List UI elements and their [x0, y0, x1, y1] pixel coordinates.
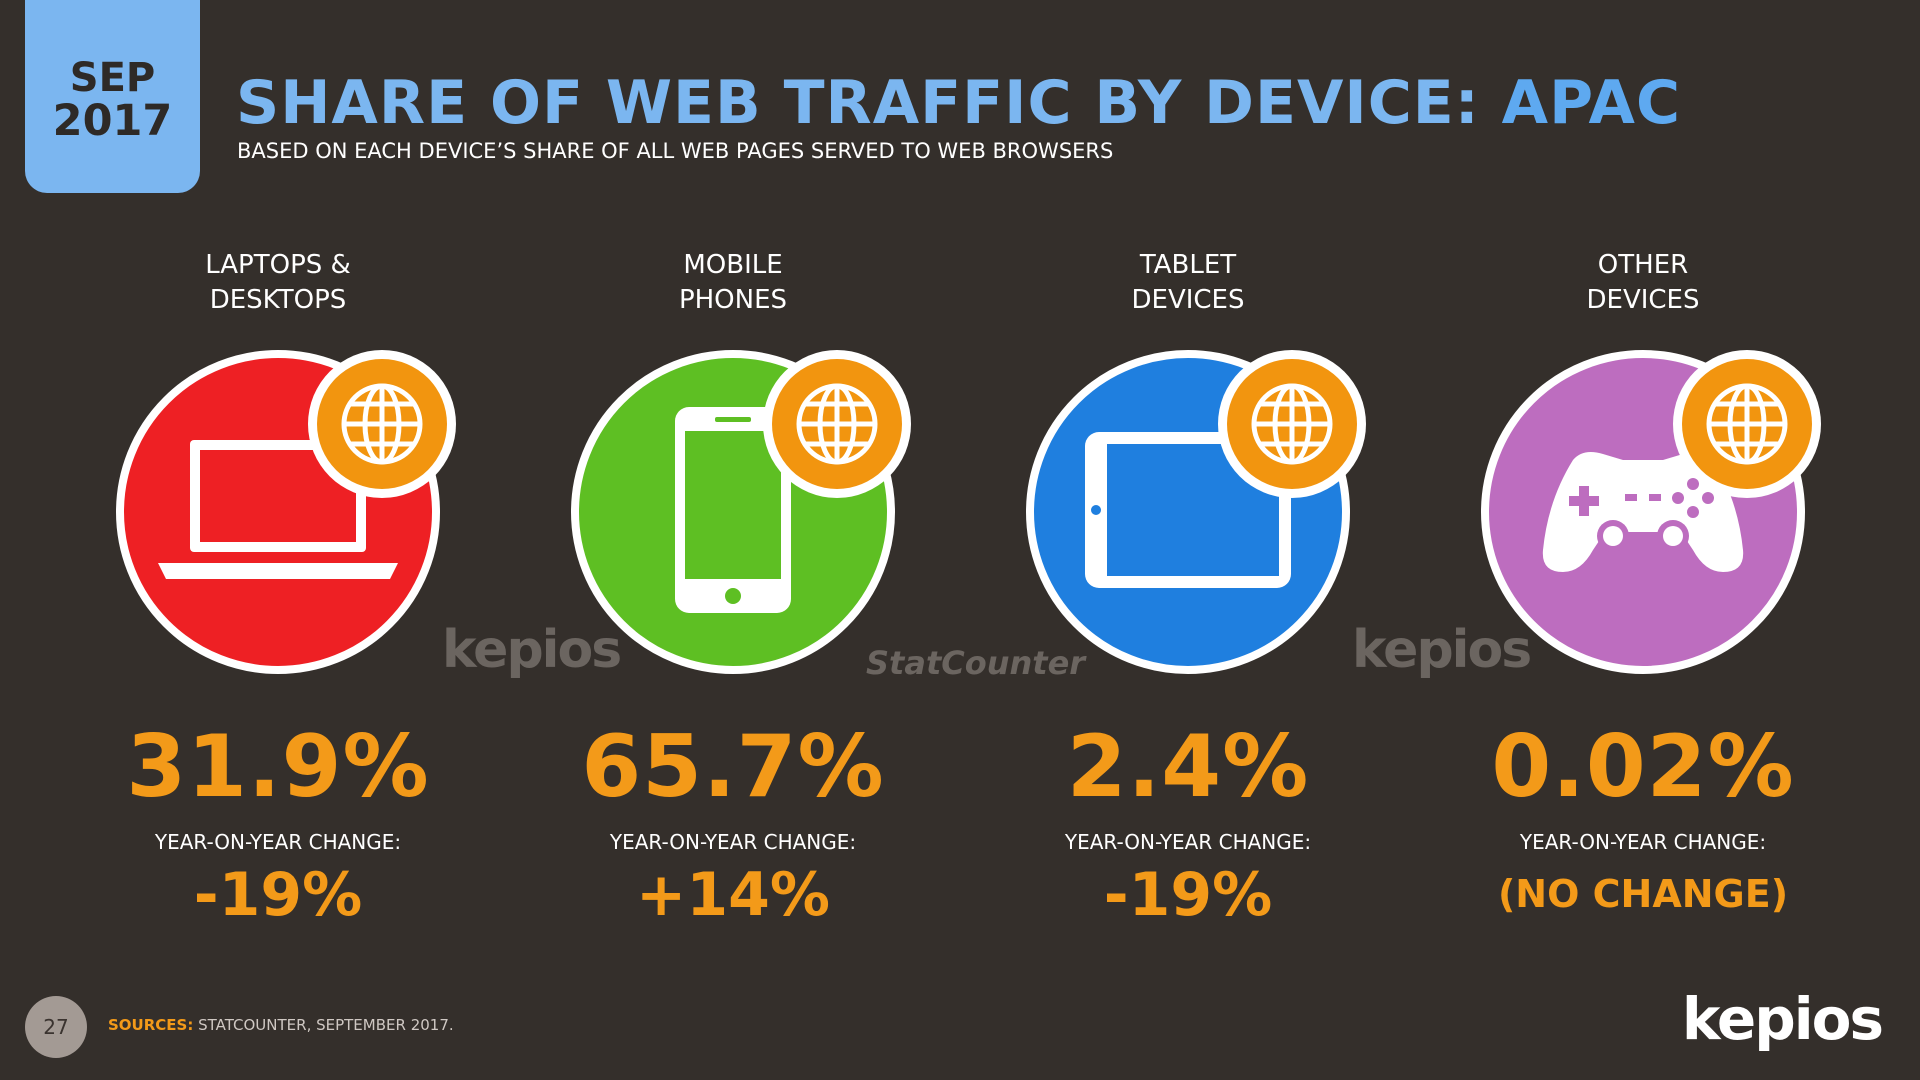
watermark-statcounter: StatCounter — [866, 644, 1086, 682]
watermark-kepios-left: kepios — [442, 620, 622, 680]
yoy-value: (NO CHANGE) — [1497, 872, 1789, 916]
date-year: 2017 — [52, 95, 173, 146]
yoy-label: YEAR-ON-YEAR CHANGE: — [1064, 830, 1312, 854]
globe-icon — [763, 350, 911, 498]
device-label-line2: DESKTOPS — [209, 285, 347, 315]
share-value: 0.02% — [1491, 717, 1795, 817]
date-badge: SEP 2017 — [25, 0, 200, 193]
mobile-phone-icon — [673, 405, 793, 619]
page-title: SHARE OF WEB TRAFFIC BY DEVICE: APAC — [236, 68, 1681, 138]
device-label-line1: TABLET — [1139, 250, 1237, 280]
tablet-icon — [1083, 430, 1293, 594]
device-label-line2: PHONES — [678, 285, 788, 315]
yoy-value: +14% — [636, 860, 830, 930]
share-value: 31.9% — [126, 717, 430, 817]
globe-icon — [1218, 350, 1366, 498]
date-month: SEP — [69, 54, 156, 101]
globe-icon — [1673, 350, 1821, 498]
share-value: 2.4% — [1066, 717, 1310, 817]
brand-logo: kepios — [1681, 985, 1884, 1053]
device-circle — [1481, 350, 1821, 674]
device-circle — [571, 350, 911, 674]
device-label-line1: LAPTOPS & — [205, 250, 351, 280]
yoy-value: -19% — [193, 860, 363, 930]
sources-text: STATCOUNTER, SEPTEMBER 2017. — [198, 1016, 454, 1034]
device-label: OTHER DEVICES — [1433, 248, 1853, 318]
watermark-kepios-right: kepios — [1352, 620, 1532, 680]
device-label-line2: DEVICES — [1131, 285, 1245, 315]
yoy-label: YEAR-ON-YEAR CHANGE: — [1519, 830, 1767, 854]
yoy-label: YEAR-ON-YEAR CHANGE: — [154, 830, 402, 854]
page-subtitle: BASED ON EACH DEVICE’S SHARE OF ALL WEB … — [237, 139, 1114, 163]
page-number: 27 — [25, 996, 87, 1058]
sources-footer: SOURCES: STATCOUNTER, SEPTEMBER 2017. — [108, 1016, 454, 1034]
device-label: MOBILE PHONES — [523, 248, 943, 318]
yoy-value: -19% — [1103, 860, 1273, 930]
device-label-line1: MOBILE — [683, 250, 783, 280]
sources-label: SOURCES: — [108, 1016, 194, 1034]
globe-icon — [308, 350, 456, 498]
device-label: LAPTOPS & DESKTOPS — [68, 248, 488, 318]
game-controller-icon — [1533, 440, 1753, 584]
device-label-line2: DEVICES — [1586, 285, 1700, 315]
device-circle — [116, 350, 456, 674]
title-region: APAC — [1501, 68, 1682, 138]
share-value: 65.7% — [581, 717, 885, 817]
device-label: TABLET DEVICES — [978, 248, 1398, 318]
yoy-label: YEAR-ON-YEAR CHANGE: — [609, 830, 857, 854]
device-circle — [1026, 350, 1366, 674]
device-label-line1: OTHER — [1597, 250, 1689, 280]
title-main: SHARE OF WEB TRAFFIC BY DEVICE: — [236, 68, 1480, 138]
